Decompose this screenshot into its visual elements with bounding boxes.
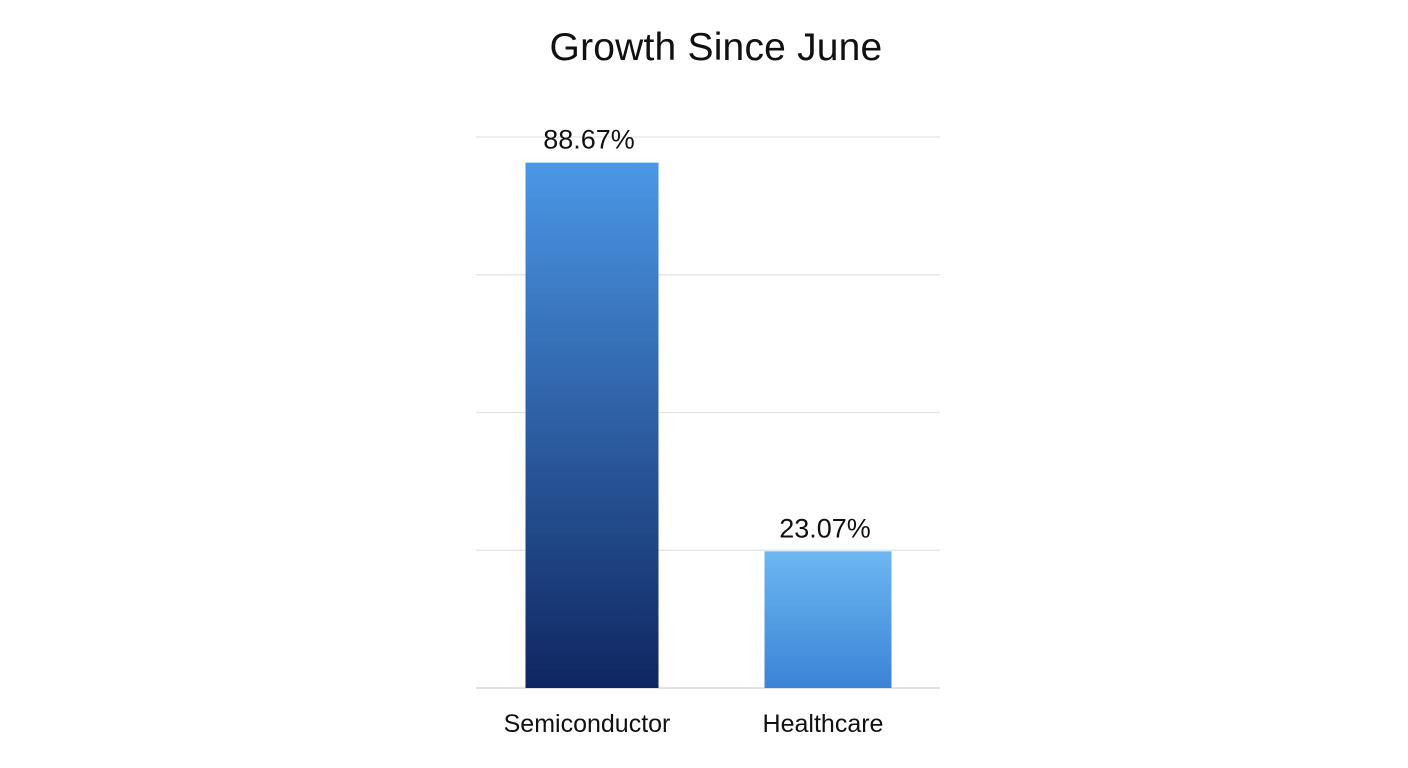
chart-title: Growth Since June: [549, 26, 883, 69]
data-label-healthcare: 23.07%: [779, 513, 871, 543]
x-tick-labels: Semiconductor Healthcare: [504, 710, 884, 738]
x-tick-label-semiconductor: Semiconductor: [504, 710, 671, 738]
bars: [525, 162, 892, 689]
bar-semiconductor: [525, 162, 659, 689]
data-labels: 88.67% 23.07%: [543, 125, 871, 544]
bar-healthcare: [764, 551, 892, 688]
x-tick-label-healthcare: Healthcare: [763, 710, 884, 738]
data-label-semiconductor: 88.67%: [543, 125, 635, 155]
